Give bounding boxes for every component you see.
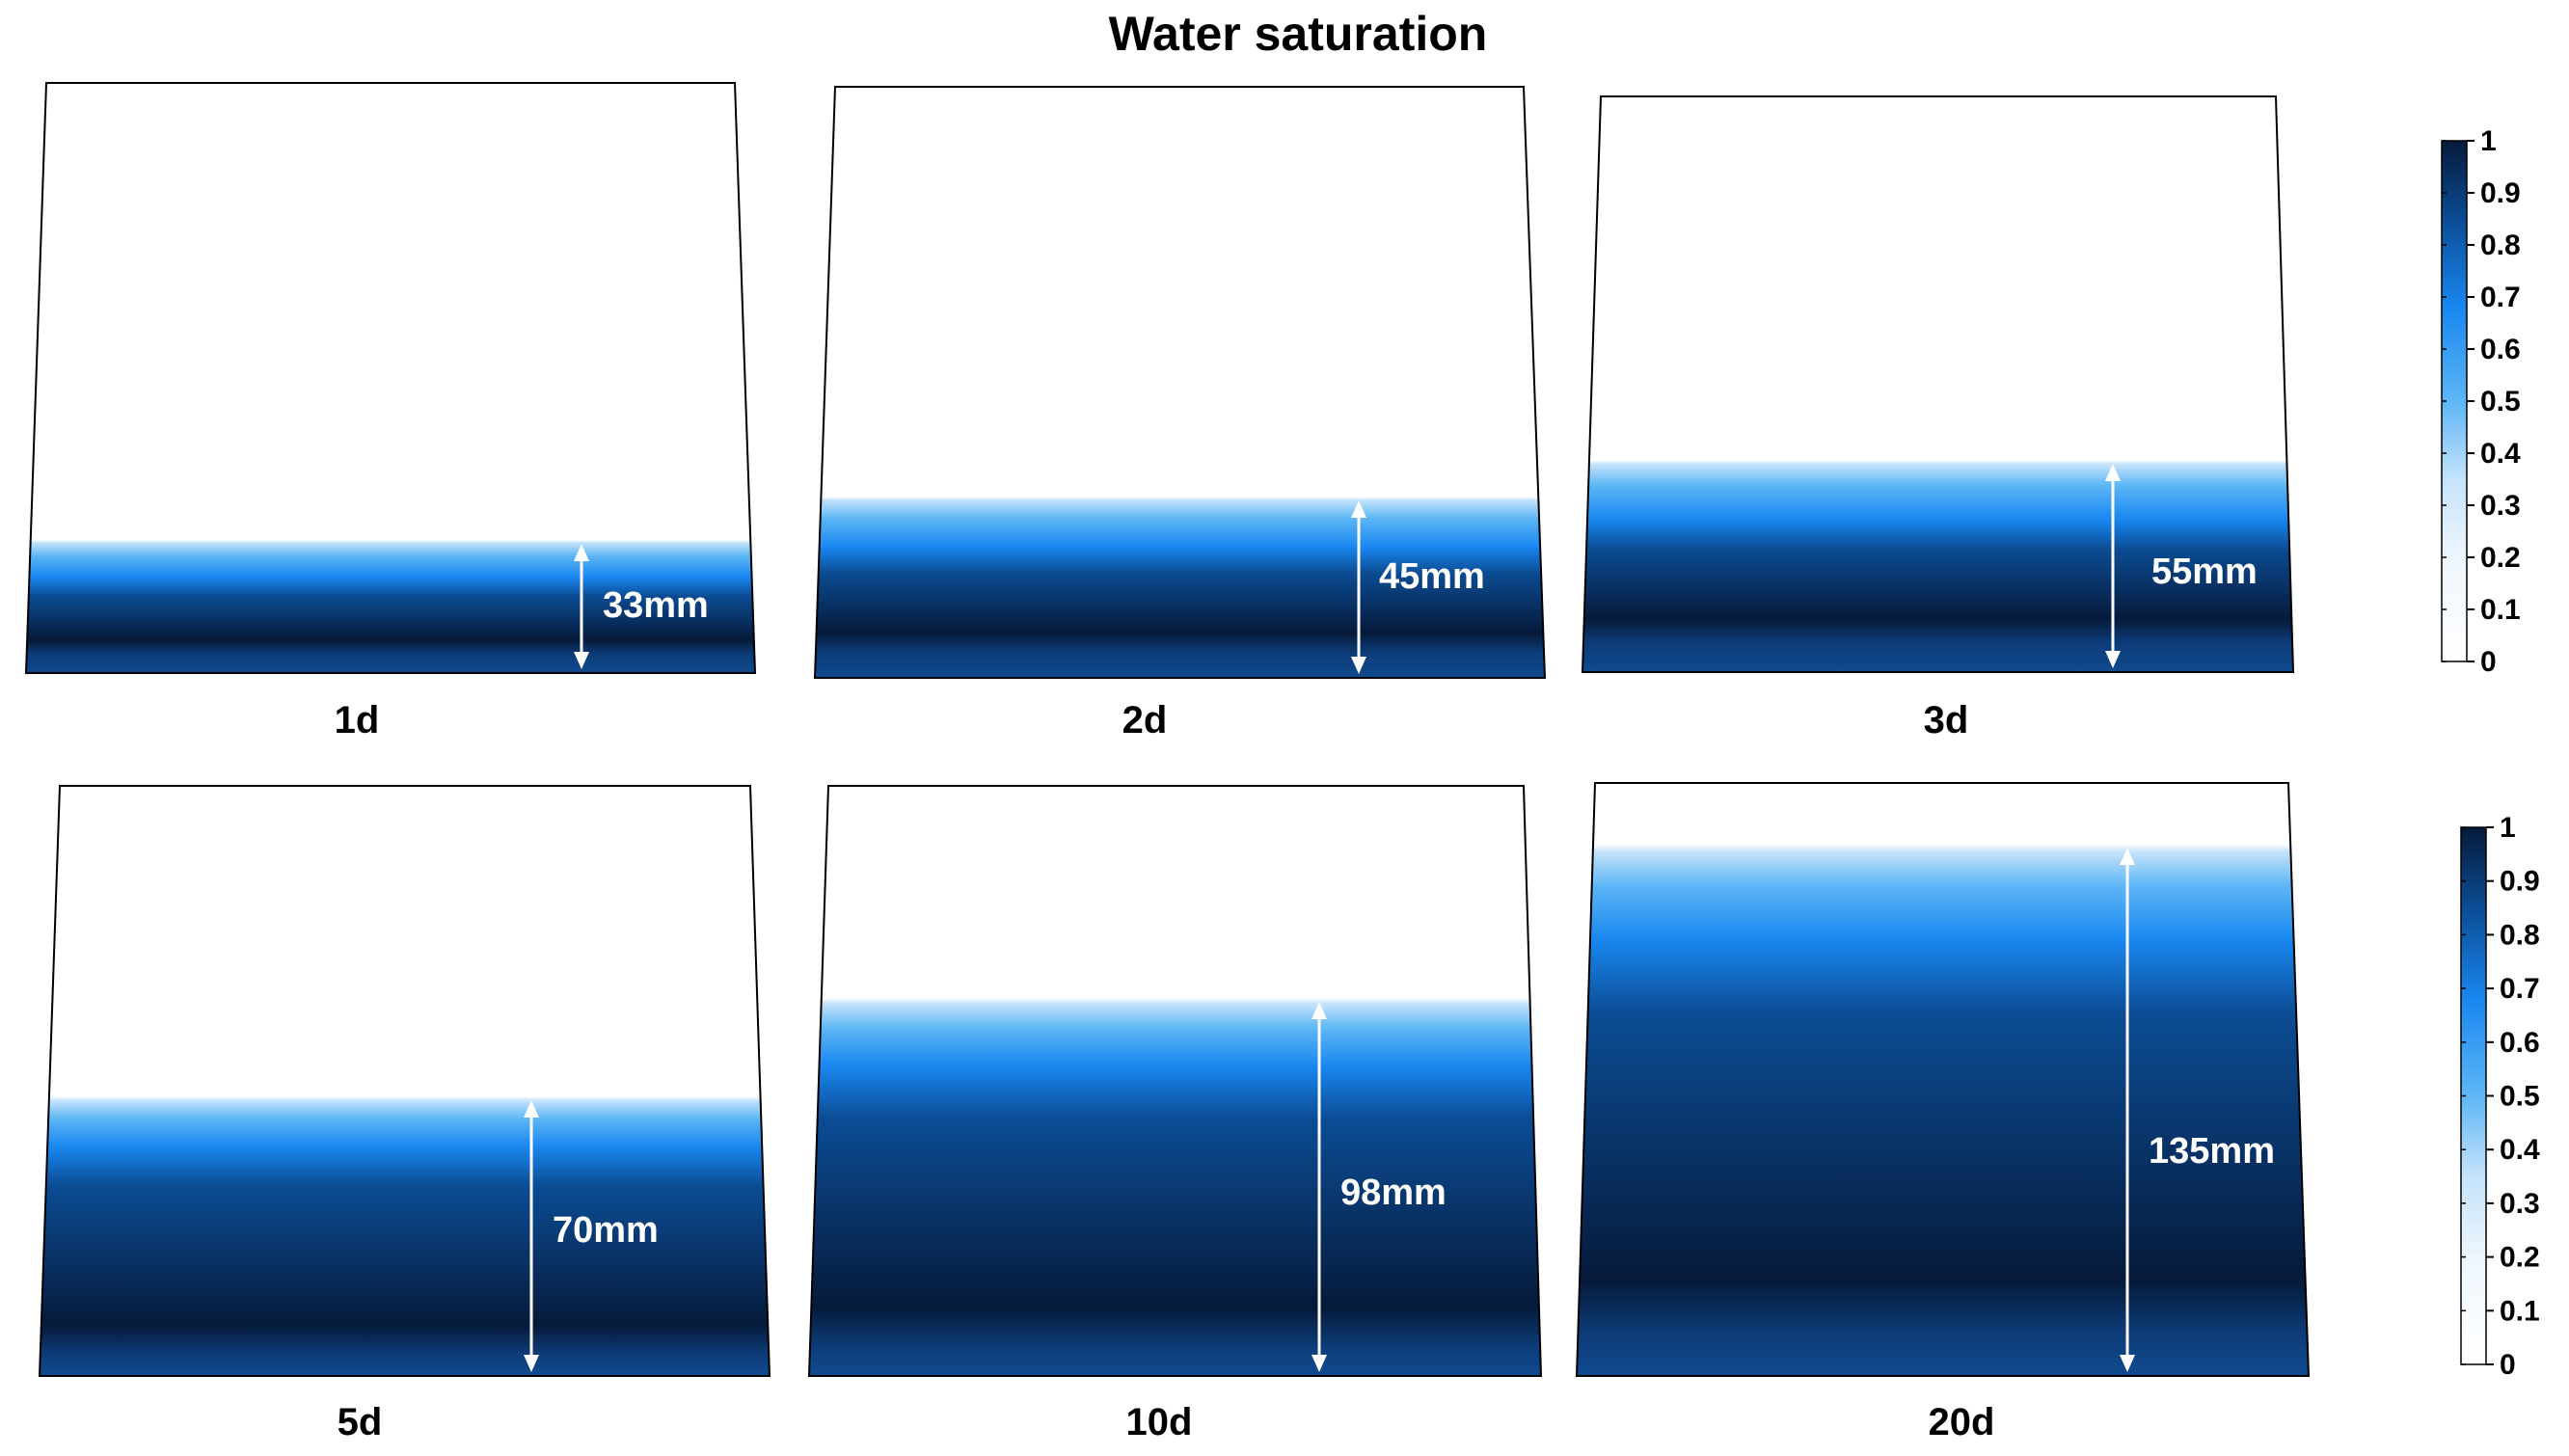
colorbars-group: 1 0.9 0.8 0.7 0.6 0.5 0.4 0.3 0.2 0.1 0 1 0.9 0.8 0.7 0… — [2441, 125, 2540, 1381]
panel-20d: 135mm 20d — [1575, 782, 2311, 1443]
front-depth-label-3d: 55mm — [2151, 552, 2258, 592]
arrow-head-up-icon — [574, 544, 589, 561]
specimen-outline-3d — [1581, 95, 2295, 673]
saturated-zone-2d — [815, 497, 1545, 678]
front-depth-label-1d: 33mm — [603, 585, 709, 626]
arrow-head-down-icon — [1312, 1355, 1327, 1372]
front-depth-label-2d: 45mm — [1379, 556, 1485, 597]
panels-group: 33mm 1d 45mm 2d 55mm 3d 70mm 5d 98mm 10d 135mm 20d — [24, 82, 2311, 1443]
colorbar-tick-label: 0.7 — [2480, 282, 2521, 313]
colorbar-tick-label: 0.7 — [2500, 973, 2540, 1005]
saturated-zone-1d — [26, 540, 755, 673]
specimen-outline-20d — [1575, 782, 2311, 1377]
front-depth-label-10d: 98mm — [1340, 1173, 1447, 1213]
saturated-zone-5d — [40, 1096, 770, 1376]
colorbar-tick-label: 0 — [2480, 646, 2497, 678]
colorbar-tick-label: 0.5 — [2500, 1081, 2540, 1113]
time-label-2d: 2d — [1122, 699, 1168, 741]
colorbar-tick-label: 0.3 — [2480, 490, 2521, 522]
colorbar-tick-label: 0.4 — [2480, 438, 2521, 470]
saturated-zone-20d — [1577, 844, 2309, 1376]
colorbar-2: 1 0.9 0.8 0.7 0.6 0.5 0.4 0.3 0.2 0.1 0 — [2460, 812, 2540, 1381]
specimen-outline-5d — [38, 785, 771, 1377]
time-label-10d: 10d — [1126, 1401, 1193, 1443]
time-label-20d: 20d — [1929, 1401, 1995, 1443]
figure-title: Water saturation — [1109, 7, 1488, 61]
specimen-outline-2d — [813, 86, 1547, 679]
arrow-head-up-icon — [524, 1100, 539, 1118]
colorbar-tick-label: 0.1 — [2480, 594, 2521, 626]
colorbar-tick-label: 0.1 — [2500, 1295, 2540, 1327]
colorbar-tick-label: 0 — [2500, 1349, 2516, 1381]
arrow-head-up-icon — [2120, 848, 2135, 865]
panel-5d: 70mm 5d — [38, 785, 771, 1443]
colorbar-tick-label: 0.6 — [2480, 334, 2521, 365]
arrow-head-down-icon — [2120, 1355, 2135, 1372]
arrow-head-up-icon — [2105, 464, 2121, 481]
saturated-zone-10d — [809, 998, 1541, 1376]
colorbar-tick-label: 0.8 — [2500, 919, 2540, 951]
front-depth-label-20d: 135mm — [2149, 1131, 2275, 1172]
panel-3d: 55mm 3d — [1581, 95, 2295, 741]
colorbar-tick-label: 0.3 — [2500, 1188, 2540, 1220]
colorbar-tick-label: 0.5 — [2480, 386, 2521, 418]
colorbar-tick-label: 0.9 — [2500, 866, 2540, 898]
colorbar-tick-label: 0.6 — [2500, 1027, 2540, 1059]
colorbar-tick-label: 0.2 — [2480, 542, 2521, 574]
saturated-zone-3d — [1582, 460, 2293, 672]
arrow-head-up-icon — [1312, 1002, 1327, 1019]
time-label-1d: 1d — [335, 699, 380, 741]
time-label-3d: 3d — [1924, 699, 1969, 741]
colorbar-1: 1 0.9 0.8 0.7 0.6 0.5 0.4 0.3 0.2 0.1 0 — [2441, 125, 2521, 678]
arrow-head-up-icon — [1351, 500, 1366, 518]
arrow-head-down-icon — [524, 1355, 539, 1372]
arrow-head-down-icon — [2105, 651, 2121, 668]
time-label-5d: 5d — [338, 1401, 383, 1443]
panel-10d: 98mm 10d — [807, 785, 1543, 1443]
colorbar-tick-label: 0.8 — [2480, 229, 2521, 261]
panel-1d: 33mm 1d — [24, 82, 757, 741]
colorbar-tick-label: 0.4 — [2500, 1134, 2540, 1166]
colorbar-tick-label: 1 — [2480, 125, 2497, 157]
front-depth-label-5d: 70mm — [553, 1210, 659, 1251]
arrow-head-down-icon — [1351, 657, 1366, 674]
colorbar-tick-label: 0.9 — [2480, 177, 2521, 209]
colorbar-tick-label: 1 — [2500, 812, 2516, 844]
panel-2d: 45mm 2d — [813, 86, 1547, 741]
specimen-outline-10d — [807, 785, 1543, 1377]
colorbar-tick-label: 0.2 — [2500, 1242, 2540, 1274]
arrow-head-down-icon — [574, 652, 589, 669]
specimen-outline-1d — [24, 82, 757, 674]
